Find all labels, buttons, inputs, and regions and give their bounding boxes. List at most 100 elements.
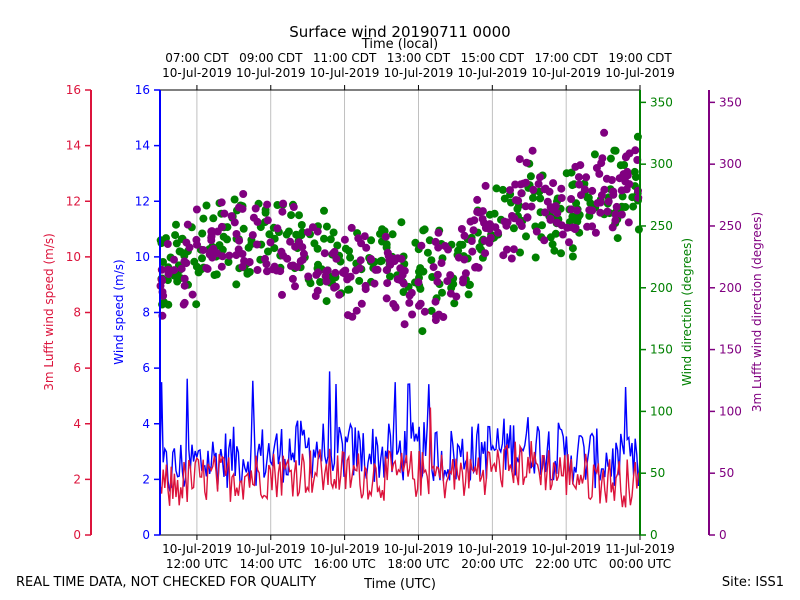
lufft-direction-point [170, 266, 179, 275]
lufft-direction-point [546, 214, 555, 223]
lufft-direction-point [382, 294, 391, 303]
x-tick-date: 10-Jul-2019 [310, 542, 380, 556]
wind-direction-point [326, 235, 335, 244]
wind-direction-point [464, 290, 473, 299]
lufft-direction-point [331, 282, 340, 291]
lufft-direction-point [540, 185, 549, 194]
lufft-direction-point [507, 254, 516, 263]
lufft-direction-point [429, 263, 438, 272]
x-tick-date: 10-Jul-2019 [457, 542, 527, 556]
lufft_direction-tick-label: 0 [719, 528, 727, 542]
wind-direction-point [320, 206, 328, 215]
lufft-direction-point [291, 242, 300, 251]
lufft-direction-point [609, 190, 618, 199]
lufft-direction-point [263, 200, 272, 209]
lufft-direction-point [500, 217, 509, 226]
lufft-direction-point [517, 222, 526, 230]
lufft-direction-point [287, 261, 295, 270]
wind-direction-point [194, 268, 203, 277]
lufft_direction-tick-label: 250 [719, 219, 742, 233]
wind-direction-point [610, 146, 619, 155]
wind-direction-point [526, 172, 535, 181]
wind-direction-point [219, 232, 228, 241]
wind-direction-point [568, 244, 577, 253]
lufft-direction-point [577, 191, 585, 200]
top-tick-date: 10-Jul-2019 [531, 66, 601, 80]
wind-direction-point [550, 246, 559, 255]
wind-direction-point [500, 194, 509, 203]
top-tick-time: 15:00 CDT [461, 51, 525, 65]
lufft-direction-point [446, 271, 455, 280]
lufft-direction-point [235, 236, 244, 245]
lufft_speed-tick-label: 10 [66, 250, 81, 264]
lufft-direction-point [604, 197, 613, 206]
wind-direction-points [156, 132, 643, 336]
lufft-direction-point [611, 210, 620, 219]
lufft-direction-point [433, 270, 442, 279]
lufft-direction-point [471, 263, 480, 272]
wind-direction-point [345, 247, 353, 255]
wind_direction-tick-label: 200 [650, 281, 673, 295]
lufft-direction-point [459, 278, 467, 287]
lufft-direction-point [529, 185, 538, 194]
lufft-direction-point [170, 255, 178, 264]
lufft-direction-point [408, 310, 417, 319]
lufft-direction-point [565, 238, 573, 247]
wind_direction-tick-label: 50 [650, 466, 665, 480]
wind_direction-tick-label: 250 [650, 219, 673, 233]
lufft-direction-point [398, 271, 407, 280]
lufft-direction-point [207, 233, 216, 242]
lufft-direction-point [203, 264, 212, 273]
wind_speed-tick-label: 8 [142, 306, 150, 320]
wind-direction-point [538, 221, 546, 230]
lufft-direction-point [432, 312, 440, 321]
lufft-direction-point [617, 186, 626, 195]
wind-direction-point [590, 150, 599, 159]
lufft-direction-point [519, 179, 528, 188]
lufft-direction-point [478, 207, 487, 216]
lufft-direction-point [405, 291, 414, 300]
lufft-direction-point [536, 173, 544, 182]
lufft-direction-point [528, 146, 537, 155]
wind-direction-point [557, 249, 565, 258]
wind-direction-point [551, 229, 560, 238]
top-axis-label: Time (local) [361, 37, 438, 52]
lufft-direction-point [270, 262, 279, 271]
wind-direction-point [282, 230, 291, 239]
lufft-direction-point [574, 173, 583, 182]
lufft-direction-point [381, 232, 390, 241]
lufft-direction-point [286, 237, 295, 246]
lufft-direction-point [389, 300, 398, 308]
lufft-direction-point [312, 270, 321, 279]
lufft-direction-point [593, 199, 602, 208]
wind-direction-point [316, 278, 325, 286]
lufft-direction-point [346, 272, 355, 281]
lufft-direction-point [278, 207, 287, 216]
wind-direction-point [618, 192, 627, 201]
lufft-direction-point [612, 202, 621, 211]
lufft-direction-point [522, 158, 531, 167]
wind-direction-point [621, 203, 630, 211]
wind-direction-point [386, 272, 394, 281]
wind-direction-point [606, 154, 615, 163]
wind-direction-point [224, 258, 233, 266]
lufft-direction-point [209, 244, 218, 253]
lufft-direction-point [563, 223, 572, 232]
lufft-direction-point [360, 232, 369, 241]
lufft-direction-point [611, 216, 620, 225]
lufft-direction-point [416, 299, 425, 308]
x-tick-time: 20:00 UTC [461, 557, 523, 571]
wind-direction-point [397, 218, 406, 227]
lufft-direction-point [352, 306, 361, 315]
lufft-direction-point [473, 195, 482, 204]
lufft-direction-point [600, 185, 609, 194]
wind-direction-point [239, 224, 248, 233]
wind-direction-point [344, 285, 352, 294]
lufft-direction-point [383, 248, 392, 257]
lufft-direction-point [521, 202, 530, 211]
lufft-direction-point [437, 259, 446, 267]
lufft-direction-point [615, 174, 624, 183]
x-tick-date: 11-Jul-2019 [605, 542, 675, 556]
x-tick-time: 12:00 UTC [166, 557, 228, 571]
